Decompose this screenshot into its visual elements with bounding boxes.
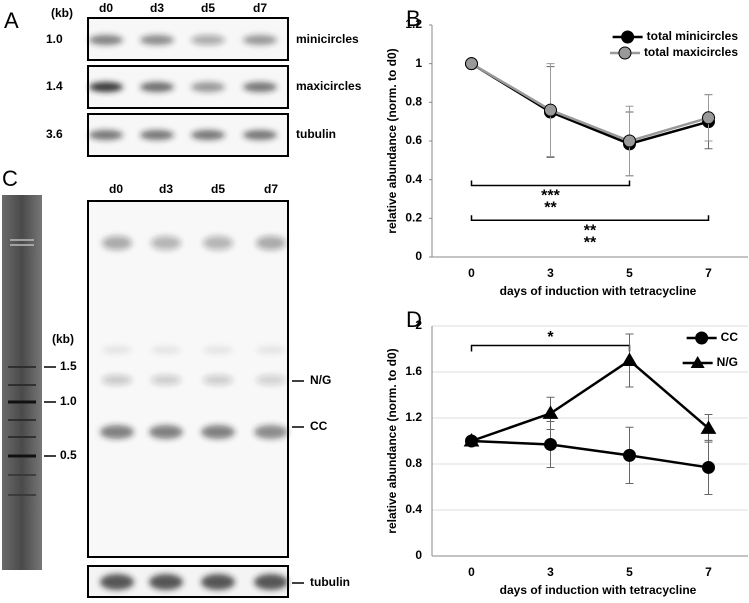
lane-label: d0 xyxy=(109,182,123,196)
lane-label: d5 xyxy=(201,1,215,15)
lane-label: d3 xyxy=(159,182,173,196)
y-tick-label: 0.2 xyxy=(405,211,422,225)
series-line xyxy=(470,62,709,143)
panel-letter: B xyxy=(406,6,421,31)
ladder-label: 1.0 xyxy=(60,394,77,408)
band-pointers xyxy=(292,380,304,584)
significance-label: ** xyxy=(584,234,597,251)
data-point xyxy=(623,134,636,148)
x-tick-label: 7 xyxy=(705,565,712,579)
lane-label: d7 xyxy=(253,1,267,15)
gel-ladder xyxy=(2,195,42,570)
legend-label: total minicircles xyxy=(647,29,739,43)
unit-label: (kb) xyxy=(52,332,74,346)
row-label: minicircles xyxy=(296,32,359,46)
size-label: 1.0 xyxy=(46,32,63,46)
data-point xyxy=(700,420,717,434)
legend-marker xyxy=(618,46,632,60)
band-label: tubulin xyxy=(310,575,350,589)
ladder-label: 1.5 xyxy=(60,359,77,373)
legend-label: total maxicircles xyxy=(644,45,738,59)
x-tick-label: 3 xyxy=(547,266,554,280)
legend-marker xyxy=(690,356,705,368)
lane-label: d5 xyxy=(211,182,225,196)
bands xyxy=(89,35,277,140)
row-label: tubulin xyxy=(296,127,336,141)
lane-label: d0 xyxy=(99,1,113,15)
significance-bracket xyxy=(470,215,710,222)
data-point xyxy=(621,352,638,366)
data-point xyxy=(544,103,557,117)
x-tick-label: 7 xyxy=(705,266,712,280)
panel-letter: D xyxy=(406,307,422,332)
x-tick-label: 3 xyxy=(547,565,554,579)
bands xyxy=(100,236,288,590)
y-tick-label: 1.2 xyxy=(405,410,422,424)
y-tick-label: 0 xyxy=(415,249,422,263)
series-line xyxy=(471,439,709,469)
data-point xyxy=(465,57,478,71)
series-line xyxy=(471,358,710,443)
y-tick-label: 0.4 xyxy=(405,502,422,516)
size-label: 3.6 xyxy=(46,127,63,141)
lane-label: d3 xyxy=(150,1,164,15)
y-axis-title: relative abundance (norm. to d0) xyxy=(385,48,399,233)
data-point xyxy=(702,460,715,474)
series-line xyxy=(470,62,709,146)
significance-bracket xyxy=(470,344,631,352)
panel-letter: C xyxy=(2,166,18,191)
y-axis-title: relative abundance (norm. to d0) xyxy=(385,348,399,533)
y-tick-label: 0 xyxy=(415,548,422,562)
data-point xyxy=(463,433,480,447)
x-axis-title: days of induction with tetracycline xyxy=(500,583,697,597)
legend-label: CC xyxy=(721,330,739,344)
panel-c: C (kb) 1.5 1.0 0.5 d0 d3 d5 d7 xyxy=(2,166,350,598)
ladder-bands xyxy=(8,239,36,496)
y-tick-label: 0.4 xyxy=(405,172,422,186)
ladder-ticks xyxy=(44,366,56,457)
legend-marker xyxy=(621,30,635,44)
y-tick-label: 0.8 xyxy=(405,456,422,470)
significance-label: ** xyxy=(544,200,557,217)
legend-label: N/G xyxy=(717,355,738,369)
size-label: 1.4 xyxy=(46,79,63,93)
row-label: maxicircles xyxy=(296,79,362,93)
data-point xyxy=(623,448,636,462)
data-point xyxy=(544,437,557,451)
y-tick-label: 1.6 xyxy=(405,364,422,378)
x-axis-title: days of induction with tetracycline xyxy=(500,284,697,298)
significance-label: *** xyxy=(541,188,560,205)
unit-label: (kb) xyxy=(51,6,73,20)
y-tick-label: 2 xyxy=(415,318,422,332)
lane-label: d7 xyxy=(264,182,278,196)
y-tick-label: 0.6 xyxy=(405,133,422,147)
x-tick-label: 0 xyxy=(468,266,475,280)
significance-label: ** xyxy=(584,222,597,239)
y-tick-label: 1 xyxy=(415,56,422,70)
y-tick-label: 0.8 xyxy=(405,95,422,109)
legend-marker xyxy=(695,331,709,345)
significance-bracket xyxy=(470,180,631,187)
panel-letter: A xyxy=(4,8,19,33)
band-label: N/G xyxy=(310,373,331,387)
data-point xyxy=(542,405,559,419)
data-point xyxy=(702,111,715,125)
x-tick-label: 5 xyxy=(626,266,633,280)
y-tick-label: 1.2 xyxy=(405,17,422,31)
significance-label: * xyxy=(547,329,554,346)
ladder-label: 0.5 xyxy=(60,448,77,462)
x-tick-label: 0 xyxy=(468,565,475,579)
x-tick-label: 5 xyxy=(626,565,633,579)
panel-a: A (kb) d0 d3 d5 d7 1.0 1.4 3.6 minicircl… xyxy=(4,1,362,157)
band-label: CC xyxy=(310,419,328,433)
